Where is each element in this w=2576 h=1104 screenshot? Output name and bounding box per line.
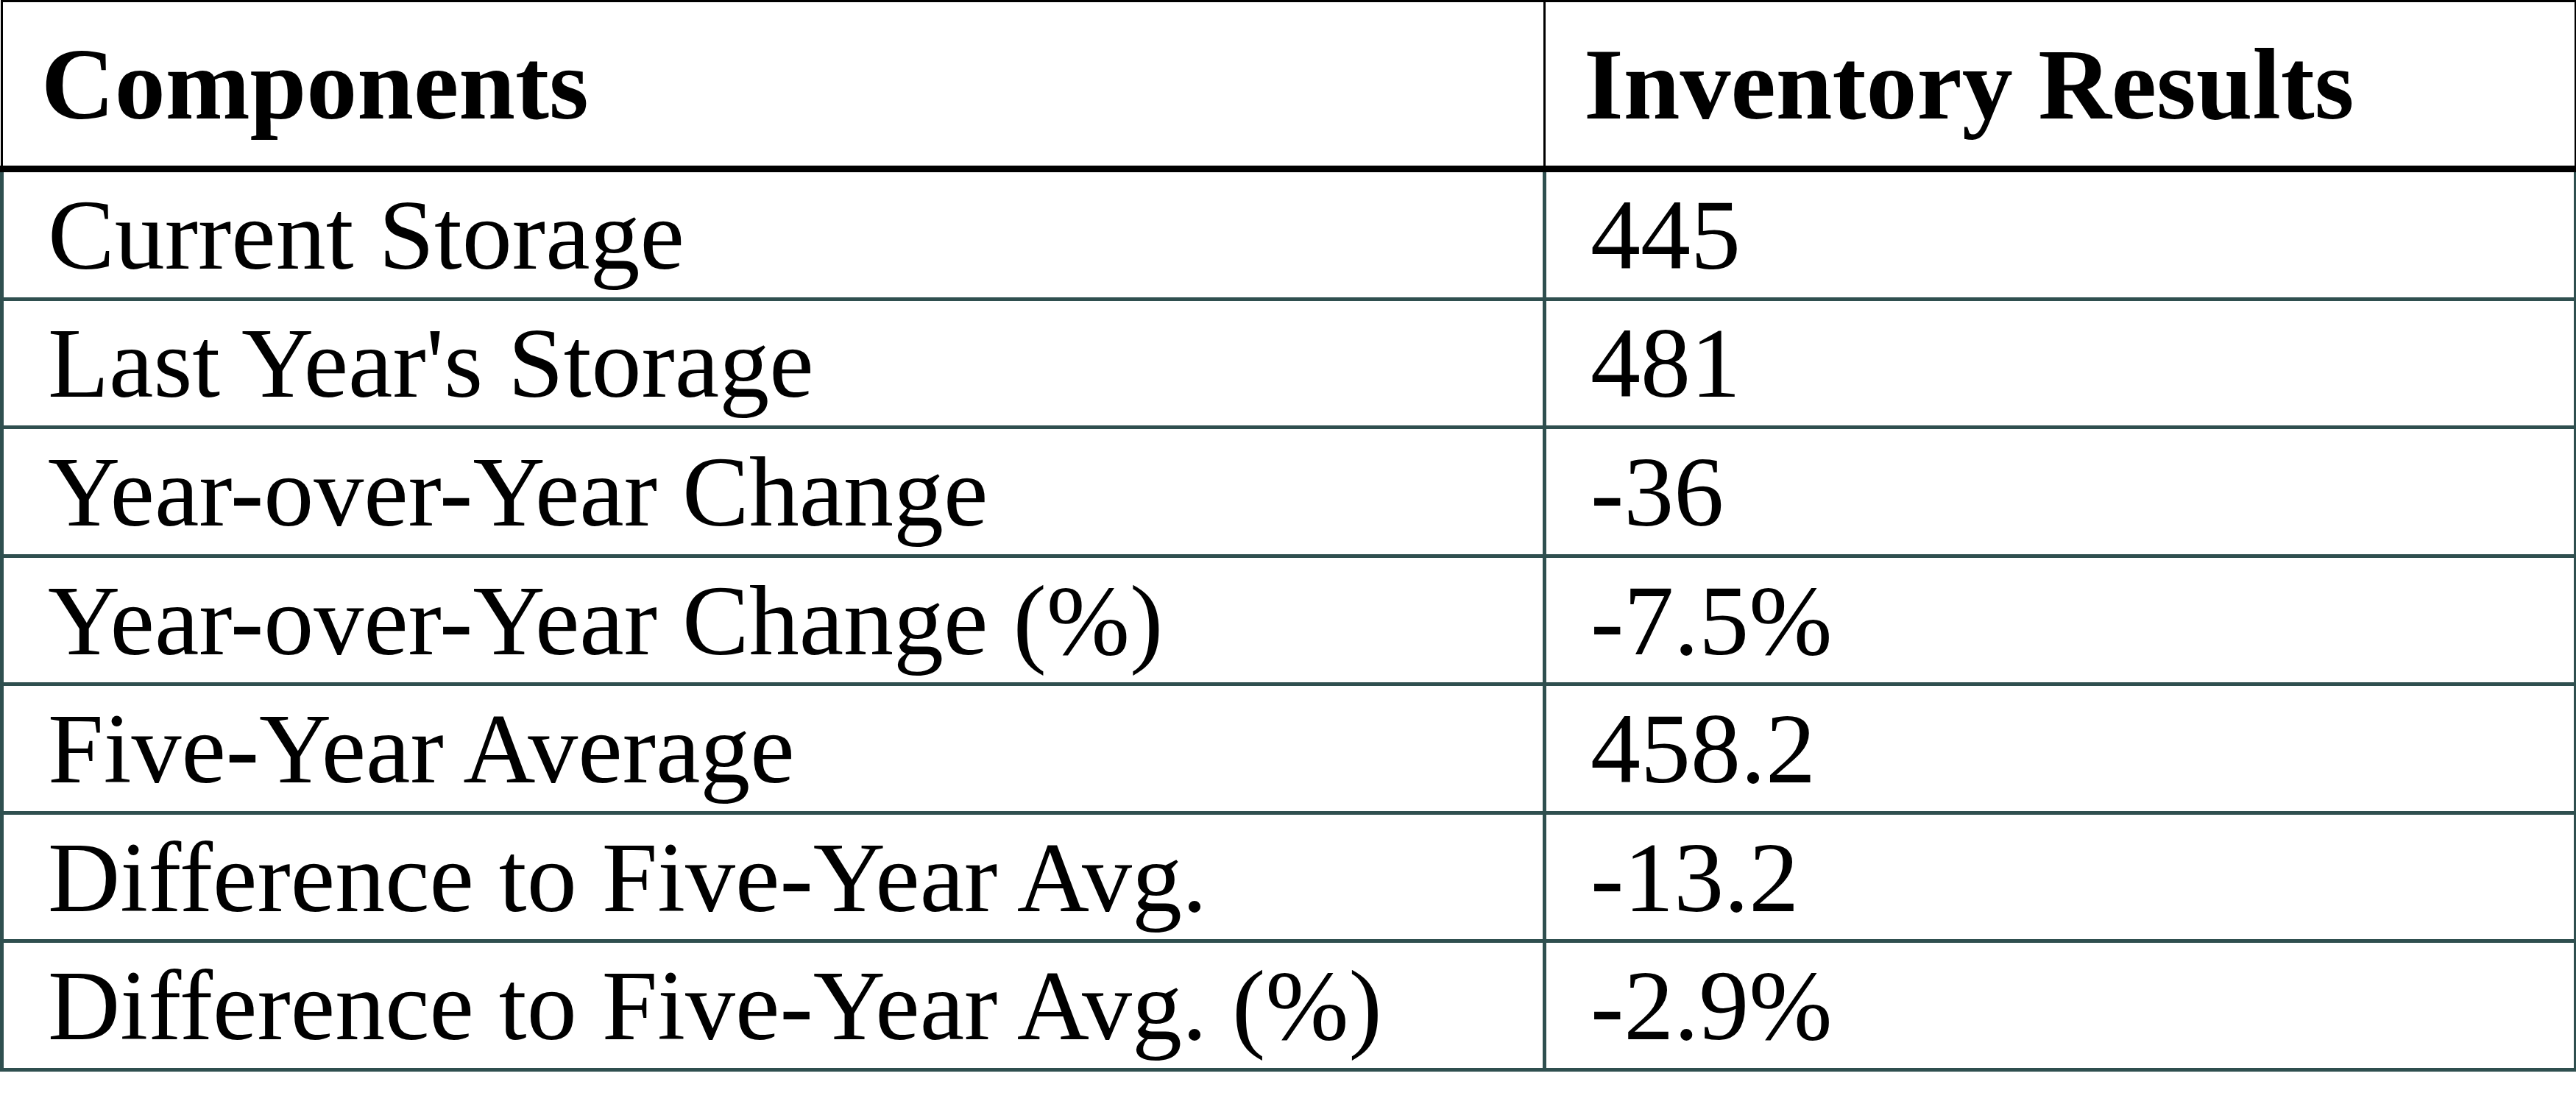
result-cell: 445	[1545, 169, 2576, 300]
table-header: Components Inventory Results	[2, 1, 2576, 169]
table-row: Current Storage 445	[2, 169, 2576, 300]
component-cell: Year-over-Year Change	[2, 428, 1545, 556]
component-cell: Current Storage	[2, 169, 1545, 300]
table-body: Current Storage 445 Last Year's Storage …	[2, 169, 2576, 1070]
table-row: Difference to Five-Year Avg. -13.2	[2, 813, 2576, 941]
result-cell: -13.2	[1545, 813, 2576, 941]
result-cell: -36	[1545, 428, 2576, 556]
inventory-summary-table: Components Inventory Results Current Sto…	[0, 0, 2576, 1072]
component-cell: Difference to Five-Year Avg.	[2, 813, 1545, 941]
result-cell: 481	[1545, 299, 2576, 428]
component-cell: Year-over-Year Change (%)	[2, 556, 1545, 684]
component-cell: Last Year's Storage	[2, 299, 1545, 428]
column-header-inventory-results: Inventory Results	[1545, 1, 2576, 169]
result-cell: -7.5%	[1545, 556, 2576, 684]
result-cell: -2.9%	[1545, 941, 2576, 1070]
result-cell: 458.2	[1545, 684, 2576, 813]
component-cell: Difference to Five-Year Avg. (%)	[2, 941, 1545, 1070]
column-header-components: Components	[2, 1, 1545, 169]
table-row: Difference to Five-Year Avg. (%) -2.9%	[2, 941, 2576, 1070]
table-row: Year-over-Year Change (%) -7.5%	[2, 556, 2576, 684]
table-row: Five-Year Average 458.2	[2, 684, 2576, 813]
header-row: Components Inventory Results	[2, 1, 2576, 169]
table-row: Year-over-Year Change -36	[2, 428, 2576, 556]
table-row: Last Year's Storage 481	[2, 299, 2576, 428]
component-cell: Five-Year Average	[2, 684, 1545, 813]
